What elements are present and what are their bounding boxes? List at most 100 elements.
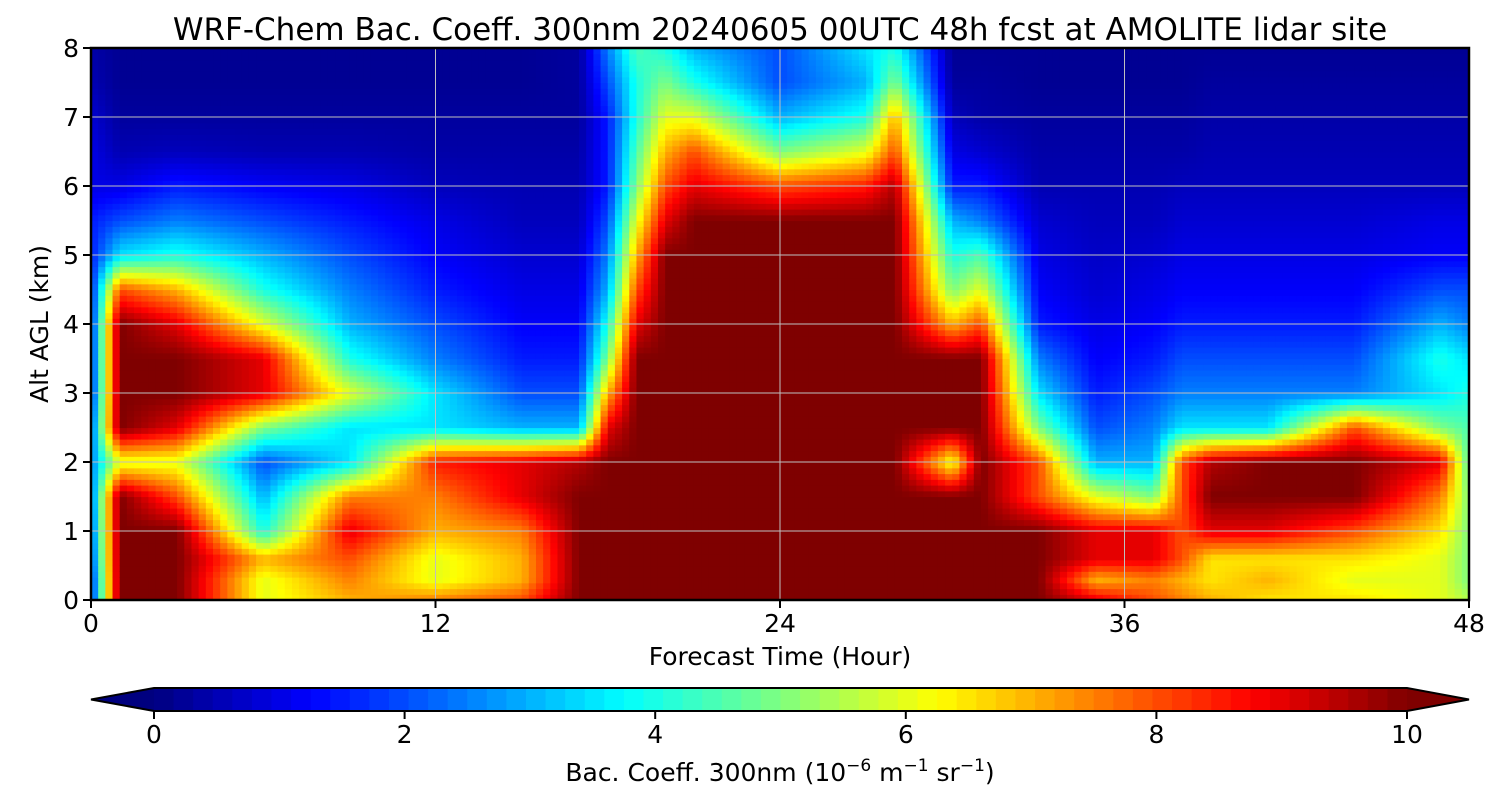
heatmap-cell bbox=[163, 479, 171, 485]
heatmap-cell bbox=[378, 548, 386, 554]
heatmap-cell bbox=[371, 405, 379, 411]
heatmap-cell bbox=[213, 520, 221, 526]
heatmap-cell bbox=[421, 479, 429, 485]
heatmap-cell bbox=[428, 146, 436, 152]
heatmap-cell bbox=[436, 106, 444, 112]
heatmap-cell bbox=[220, 416, 228, 422]
heatmap-cell bbox=[392, 313, 400, 319]
heatmap-cell bbox=[328, 117, 336, 123]
heatmap-cell bbox=[285, 267, 293, 273]
heatmap-cell bbox=[407, 399, 415, 405]
heatmap-cell bbox=[371, 399, 379, 405]
heatmap-cell bbox=[184, 301, 192, 307]
heatmap-cell bbox=[342, 571, 350, 577]
heatmap-cell bbox=[263, 100, 271, 106]
heatmap-cell bbox=[98, 428, 106, 434]
heatmap-cell bbox=[407, 88, 415, 94]
heatmap-cell bbox=[148, 428, 156, 434]
heatmap-cell bbox=[148, 382, 156, 388]
heatmap-cell bbox=[98, 508, 106, 514]
heatmap-cell bbox=[357, 341, 365, 347]
heatmap-cell bbox=[184, 399, 192, 405]
heatmap-cell bbox=[385, 439, 393, 445]
heatmap-cell bbox=[156, 577, 164, 583]
heatmap-cell bbox=[148, 232, 156, 238]
heatmap-cell bbox=[421, 485, 429, 491]
heatmap-cell bbox=[371, 554, 379, 560]
heatmap-cell bbox=[249, 146, 257, 152]
heatmap-cell bbox=[235, 393, 243, 399]
heatmap-cell bbox=[392, 215, 400, 221]
heatmap-cell bbox=[156, 428, 164, 434]
heatmap-cell bbox=[400, 479, 408, 485]
heatmap-cell bbox=[285, 238, 293, 244]
heatmap-cell bbox=[191, 278, 199, 284]
heatmap-cell bbox=[299, 221, 307, 227]
heatmap-cell bbox=[206, 514, 214, 520]
heatmap-cell bbox=[436, 117, 444, 123]
heatmap-cell bbox=[156, 83, 164, 89]
heatmap-cell bbox=[299, 359, 307, 365]
heatmap-cell bbox=[457, 416, 465, 422]
heatmap-cell bbox=[400, 393, 408, 399]
heatmap-cell bbox=[170, 106, 178, 112]
heatmap-cell bbox=[313, 583, 321, 589]
heatmap-cell bbox=[392, 88, 400, 94]
heatmap-cell bbox=[220, 410, 228, 416]
heatmap-cell bbox=[414, 514, 422, 520]
heatmap-cell bbox=[385, 186, 393, 192]
heatmap-cell bbox=[134, 307, 142, 313]
heatmap-cell bbox=[263, 364, 271, 370]
heatmap-cell bbox=[263, 571, 271, 577]
heatmap-cell bbox=[141, 232, 149, 238]
heatmap-cell bbox=[170, 295, 178, 301]
heatmap-cell bbox=[364, 428, 372, 434]
heatmap-cell bbox=[421, 117, 429, 123]
heatmap-cell bbox=[436, 192, 444, 198]
heatmap-cell bbox=[385, 324, 393, 330]
heatmap-cell bbox=[206, 508, 214, 514]
heatmap-cell bbox=[342, 497, 350, 503]
heatmap-cell bbox=[199, 364, 207, 370]
heatmap-cell bbox=[313, 364, 321, 370]
heatmap-cell bbox=[206, 428, 214, 434]
heatmap-cell bbox=[120, 169, 128, 175]
heatmap-cell bbox=[306, 583, 314, 589]
heatmap-cell bbox=[120, 491, 128, 497]
heatmap-cell bbox=[170, 445, 178, 451]
heatmap-cell bbox=[227, 479, 235, 485]
heatmap-cell bbox=[242, 203, 250, 209]
heatmap-cell bbox=[392, 422, 400, 428]
heatmap-cell bbox=[278, 278, 286, 284]
heatmap-cell bbox=[206, 238, 214, 244]
heatmap-cell bbox=[256, 422, 264, 428]
heatmap-cell bbox=[436, 474, 444, 480]
heatmap-cell bbox=[385, 215, 393, 221]
heatmap-cell bbox=[213, 272, 221, 278]
heatmap-cell bbox=[156, 65, 164, 71]
heatmap-cell bbox=[436, 60, 444, 66]
heatmap-cell bbox=[407, 94, 415, 100]
heatmap-cell bbox=[113, 531, 121, 537]
heatmap-cell bbox=[141, 157, 149, 163]
heatmap-cell bbox=[392, 175, 400, 181]
heatmap-cell bbox=[206, 203, 214, 209]
heatmap-cell bbox=[213, 232, 221, 238]
heatmap-cell bbox=[156, 353, 164, 359]
heatmap-cell bbox=[321, 364, 329, 370]
heatmap-cell bbox=[199, 560, 207, 566]
heatmap-cell bbox=[364, 163, 372, 169]
heatmap-cell bbox=[148, 198, 156, 204]
heatmap-cell bbox=[414, 405, 422, 411]
heatmap-cell bbox=[450, 106, 458, 112]
heatmap-cell bbox=[249, 163, 257, 169]
heatmap-cell bbox=[278, 226, 286, 232]
heatmap-cell bbox=[199, 416, 207, 422]
heatmap-cell bbox=[400, 198, 408, 204]
heatmap-cell bbox=[450, 583, 458, 589]
heatmap-cell bbox=[421, 520, 429, 526]
heatmap-cell bbox=[227, 341, 235, 347]
heatmap-cell bbox=[105, 537, 113, 543]
heatmap-cell bbox=[321, 468, 329, 474]
heatmap-cell bbox=[400, 157, 408, 163]
